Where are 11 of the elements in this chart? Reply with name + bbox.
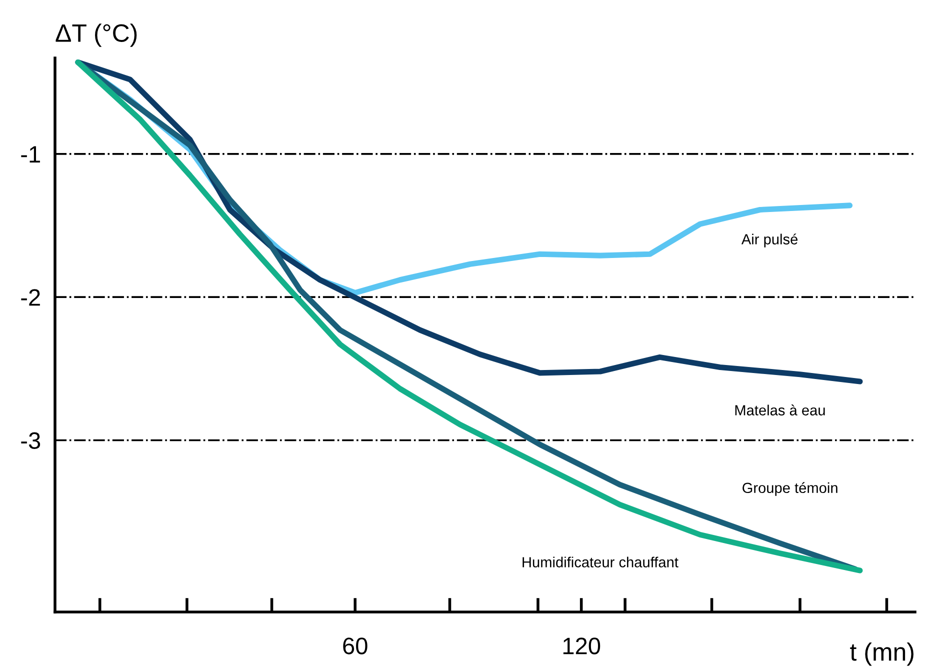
series-label: Humidificateur chauffant	[522, 556, 678, 568]
y-tick-label: -3	[21, 432, 40, 450]
y-tick-label: -2	[21, 289, 40, 306]
series-label: Matelas à eau	[735, 404, 825, 416]
y-tick-label: -1	[21, 146, 40, 162]
y-axis-title: ΔT (°C)	[56, 24, 137, 47]
text: Groupe témoin	[742, 482, 838, 496]
x-axis-title: t (mn)	[850, 642, 914, 666]
x-tick-label: 120	[563, 638, 600, 654]
series-label: Air pulsé	[741, 234, 798, 248]
x-tick-label: 60	[343, 638, 368, 654]
